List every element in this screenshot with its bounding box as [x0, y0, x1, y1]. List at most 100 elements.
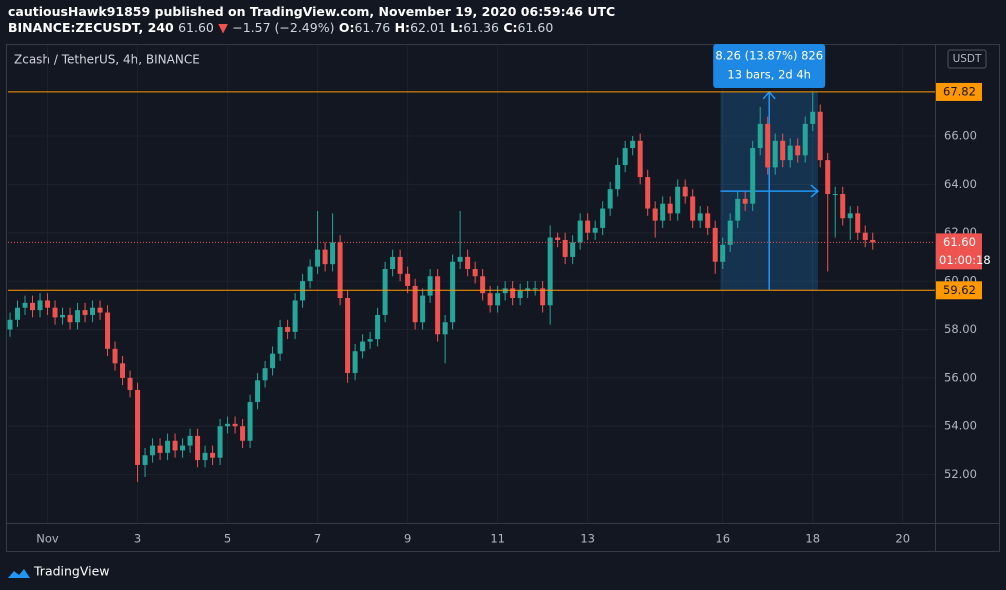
candle-body [667, 203, 673, 214]
header-line2: BINANCE:ZECUSDT, 240 61.60 ▼ −1.57 (−2.4… [8, 20, 615, 36]
level-label: 67.82 [943, 84, 976, 98]
measure-line1: 8.26 (13.87%) 826 [715, 49, 823, 63]
candle-body [697, 213, 703, 221]
candle-body [855, 213, 861, 233]
candle-body [660, 203, 666, 221]
chart-title: Zcash / TetherUS, 4h, BINANCE [14, 53, 200, 67]
candle-body [412, 285, 418, 323]
candle-body [405, 273, 411, 286]
measure-tooltip [713, 44, 826, 88]
candle-body [210, 452, 216, 458]
candle-body [157, 445, 163, 453]
candle-body [307, 266, 313, 282]
candle-body [622, 148, 628, 165]
candle-body [862, 232, 868, 240]
candle-body [465, 256, 471, 270]
candle-body [570, 242, 576, 257]
level-tag [936, 82, 982, 101]
candle-body [562, 239, 568, 257]
x-tick-label: 18 [805, 532, 820, 546]
candle-body [435, 276, 441, 335]
candle-body [285, 327, 291, 332]
candle-body [67, 314, 73, 323]
candle-body [187, 435, 193, 446]
candle-body [802, 123, 808, 156]
o-label: O: [338, 20, 355, 35]
candle-body [532, 288, 538, 290]
candle-body [772, 140, 778, 168]
candle-body [82, 310, 88, 315]
candle-body [225, 423, 231, 427]
candle-body [15, 307, 21, 320]
candle-body [675, 186, 681, 214]
candle-body [360, 341, 366, 352]
candle-body [750, 148, 756, 204]
candle-body [795, 145, 801, 156]
candle-body [480, 276, 486, 294]
candle-body [352, 351, 358, 374]
candle-body [30, 302, 36, 311]
y-tick-label: 52.00 [944, 467, 977, 481]
candle-body [142, 455, 148, 465]
c-label: C: [503, 20, 518, 35]
x-tick-label: 20 [895, 532, 910, 546]
candle-body [232, 423, 238, 427]
last: 61.60 [178, 20, 214, 35]
high: 62.01 [410, 20, 446, 35]
candle-body [382, 269, 388, 315]
x-tick-label: Nov [36, 532, 59, 546]
candle-body [202, 452, 208, 461]
candle-body [607, 189, 613, 209]
candle-body [555, 237, 561, 240]
candle-body [742, 198, 748, 204]
candle-body [847, 213, 853, 219]
x-tick-label: 3 [134, 532, 141, 546]
candle-body [322, 249, 328, 265]
candle-body [105, 312, 111, 349]
candle-body [37, 300, 43, 311]
candle-body [645, 177, 651, 209]
candle-body [247, 402, 253, 441]
candle-body [427, 276, 433, 296]
candle-body [600, 208, 606, 228]
candle-body [165, 440, 171, 453]
candle-body [585, 220, 591, 233]
candle-body [180, 445, 186, 451]
candle-body [127, 377, 133, 390]
candle-body [22, 302, 28, 308]
level-tag [936, 281, 982, 300]
countdown: 01:00:18 [939, 253, 991, 267]
candle-body [390, 256, 396, 270]
candle-body [262, 368, 268, 381]
candle-body [540, 288, 546, 306]
candle-body [397, 256, 403, 274]
candle-body [97, 307, 103, 313]
open: 61.76 [354, 20, 391, 35]
candle-body [495, 293, 501, 306]
candle-body [450, 261, 456, 323]
candle-body [735, 198, 741, 221]
low: 61.36 [463, 20, 499, 35]
candle-body [592, 227, 598, 233]
candle-body [7, 319, 13, 330]
candle-body [330, 242, 336, 265]
candle-body [52, 307, 58, 318]
candle-body [472, 269, 478, 277]
y-tick-label: 66.00 [944, 128, 977, 142]
candle-body [120, 363, 126, 378]
l-label: L: [450, 20, 464, 35]
candle-body [345, 298, 351, 374]
candle-body [90, 307, 96, 315]
candle-body [367, 339, 373, 342]
candle-body [630, 140, 636, 149]
candle-body [45, 300, 51, 308]
candle-body [652, 208, 658, 221]
frame [6, 44, 1000, 552]
candle-body [832, 194, 838, 196]
candle-body [765, 123, 771, 168]
candle-body [277, 327, 283, 354]
candle-body [840, 194, 846, 219]
candle-body [337, 242, 343, 299]
candle-body [682, 186, 688, 197]
